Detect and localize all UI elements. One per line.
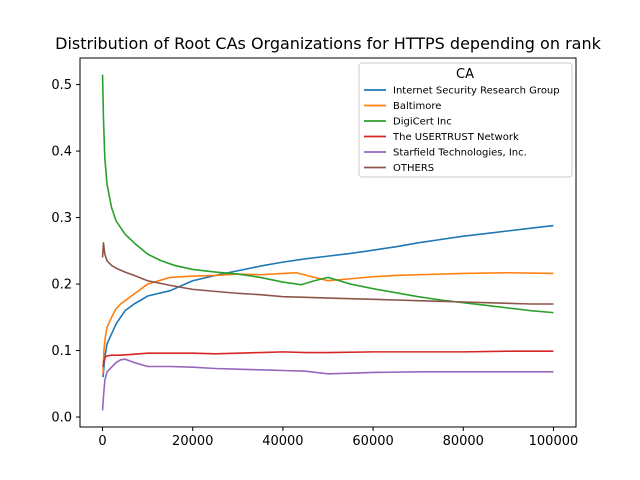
- y-tick-label: 0.2: [51, 278, 72, 293]
- x-tick-label: 80000: [443, 434, 484, 449]
- series-line-3: [102, 350, 554, 368]
- legend-box: [358, 62, 573, 178]
- legend-title: CA: [456, 67, 474, 82]
- series-line-5: [101, 242, 554, 305]
- legend-label: Internet Security Research Group: [393, 86, 560, 97]
- x-tick-label: 20000: [172, 434, 213, 449]
- chart-title: Distribution of Root CAs Organizations f…: [55, 34, 601, 53]
- y-tick-label: 0.3: [51, 211, 72, 226]
- y-axis: 0.0 0.1 0.2 0.3 0.4 0.5: [51, 78, 80, 426]
- axes-frame: [79, 57, 577, 428]
- legend-label: The USERTRUST Network: [392, 132, 519, 143]
- x-tick-label: 60000: [352, 434, 393, 449]
- x-tick-label: 0: [98, 434, 106, 449]
- legend-label: DigiCert Inc: [393, 117, 452, 128]
- series-line-4: [101, 358, 554, 411]
- y-tick-label: 0.4: [51, 145, 72, 160]
- legend-label: Starfield Technologies, Inc.: [393, 148, 527, 159]
- y-tick-label: 0.1: [51, 344, 72, 359]
- x-axis: 0 20000 40000 60000 80000 100000: [98, 427, 578, 449]
- legend-label: OTHERS: [393, 163, 434, 174]
- series-line-2: [101, 74, 554, 314]
- x-tick-label: 40000: [262, 434, 303, 449]
- series-line-1: [102, 271, 554, 374]
- legend-label: Baltimore: [393, 101, 441, 112]
- legend-items: Internet Security Research Group Baltimor…: [364, 86, 560, 174]
- series-layer: [101, 74, 554, 411]
- plot-area: [79, 57, 577, 428]
- y-tick-label: 0.5: [51, 78, 72, 93]
- y-tick-label: 0.0: [51, 411, 72, 426]
- series-line-0: [102, 224, 554, 378]
- x-tick-label: 100000: [529, 434, 579, 449]
- legend: CA Internet Security Research Group Balti…: [358, 62, 573, 178]
